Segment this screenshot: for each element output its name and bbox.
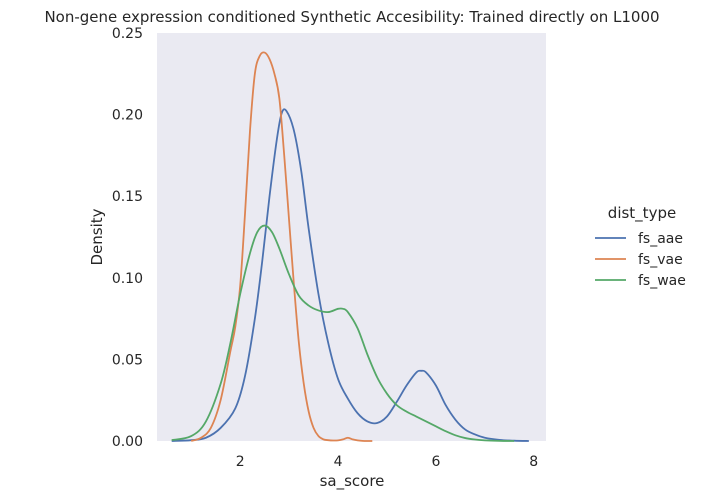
legend-label: fs_vae — [638, 252, 683, 268]
x-tick-labels: 2 4 6 8 — [236, 454, 539, 470]
series-layer — [171, 51, 529, 442]
y-tick-labels: 0.00 0.05 0.10 0.15 0.20 0.25 — [112, 26, 143, 450]
y-tick-label: 0.05 — [112, 352, 143, 368]
legend-title: dist_type — [608, 204, 676, 223]
legend-item-fs-vae: fs_vae — [595, 252, 683, 268]
x-tick-label: 2 — [236, 454, 245, 470]
legend-item-fs-wae: fs_wae — [595, 273, 686, 289]
legend-label: fs_aae — [638, 231, 683, 247]
y-axis-label: Density — [88, 208, 106, 265]
x-axis-label: sa_score — [320, 472, 385, 491]
y-tick-label: 0.20 — [112, 108, 143, 124]
plot-area — [157, 33, 546, 441]
chart-title: Non-gene expression conditioned Syntheti… — [44, 8, 659, 26]
y-tick-label: 0.10 — [112, 271, 143, 287]
legend: dist_type fs_aae fs_vae fs_wae — [595, 204, 686, 289]
series-line-fs-wae — [171, 224, 515, 442]
x-tick-label: 6 — [431, 454, 440, 470]
y-tick-label: 0.15 — [112, 189, 143, 205]
series-line-fs-aae — [171, 108, 529, 442]
legend-items: fs_aae fs_vae fs_wae — [595, 231, 686, 289]
y-tick-label: 0.00 — [112, 434, 143, 450]
legend-label: fs_wae — [638, 273, 686, 289]
y-tick-label: 0.25 — [112, 26, 143, 42]
legend-item-fs-aae: fs_aae — [595, 231, 683, 247]
x-tick-label: 8 — [529, 454, 538, 470]
x-tick-label: 4 — [334, 454, 343, 470]
